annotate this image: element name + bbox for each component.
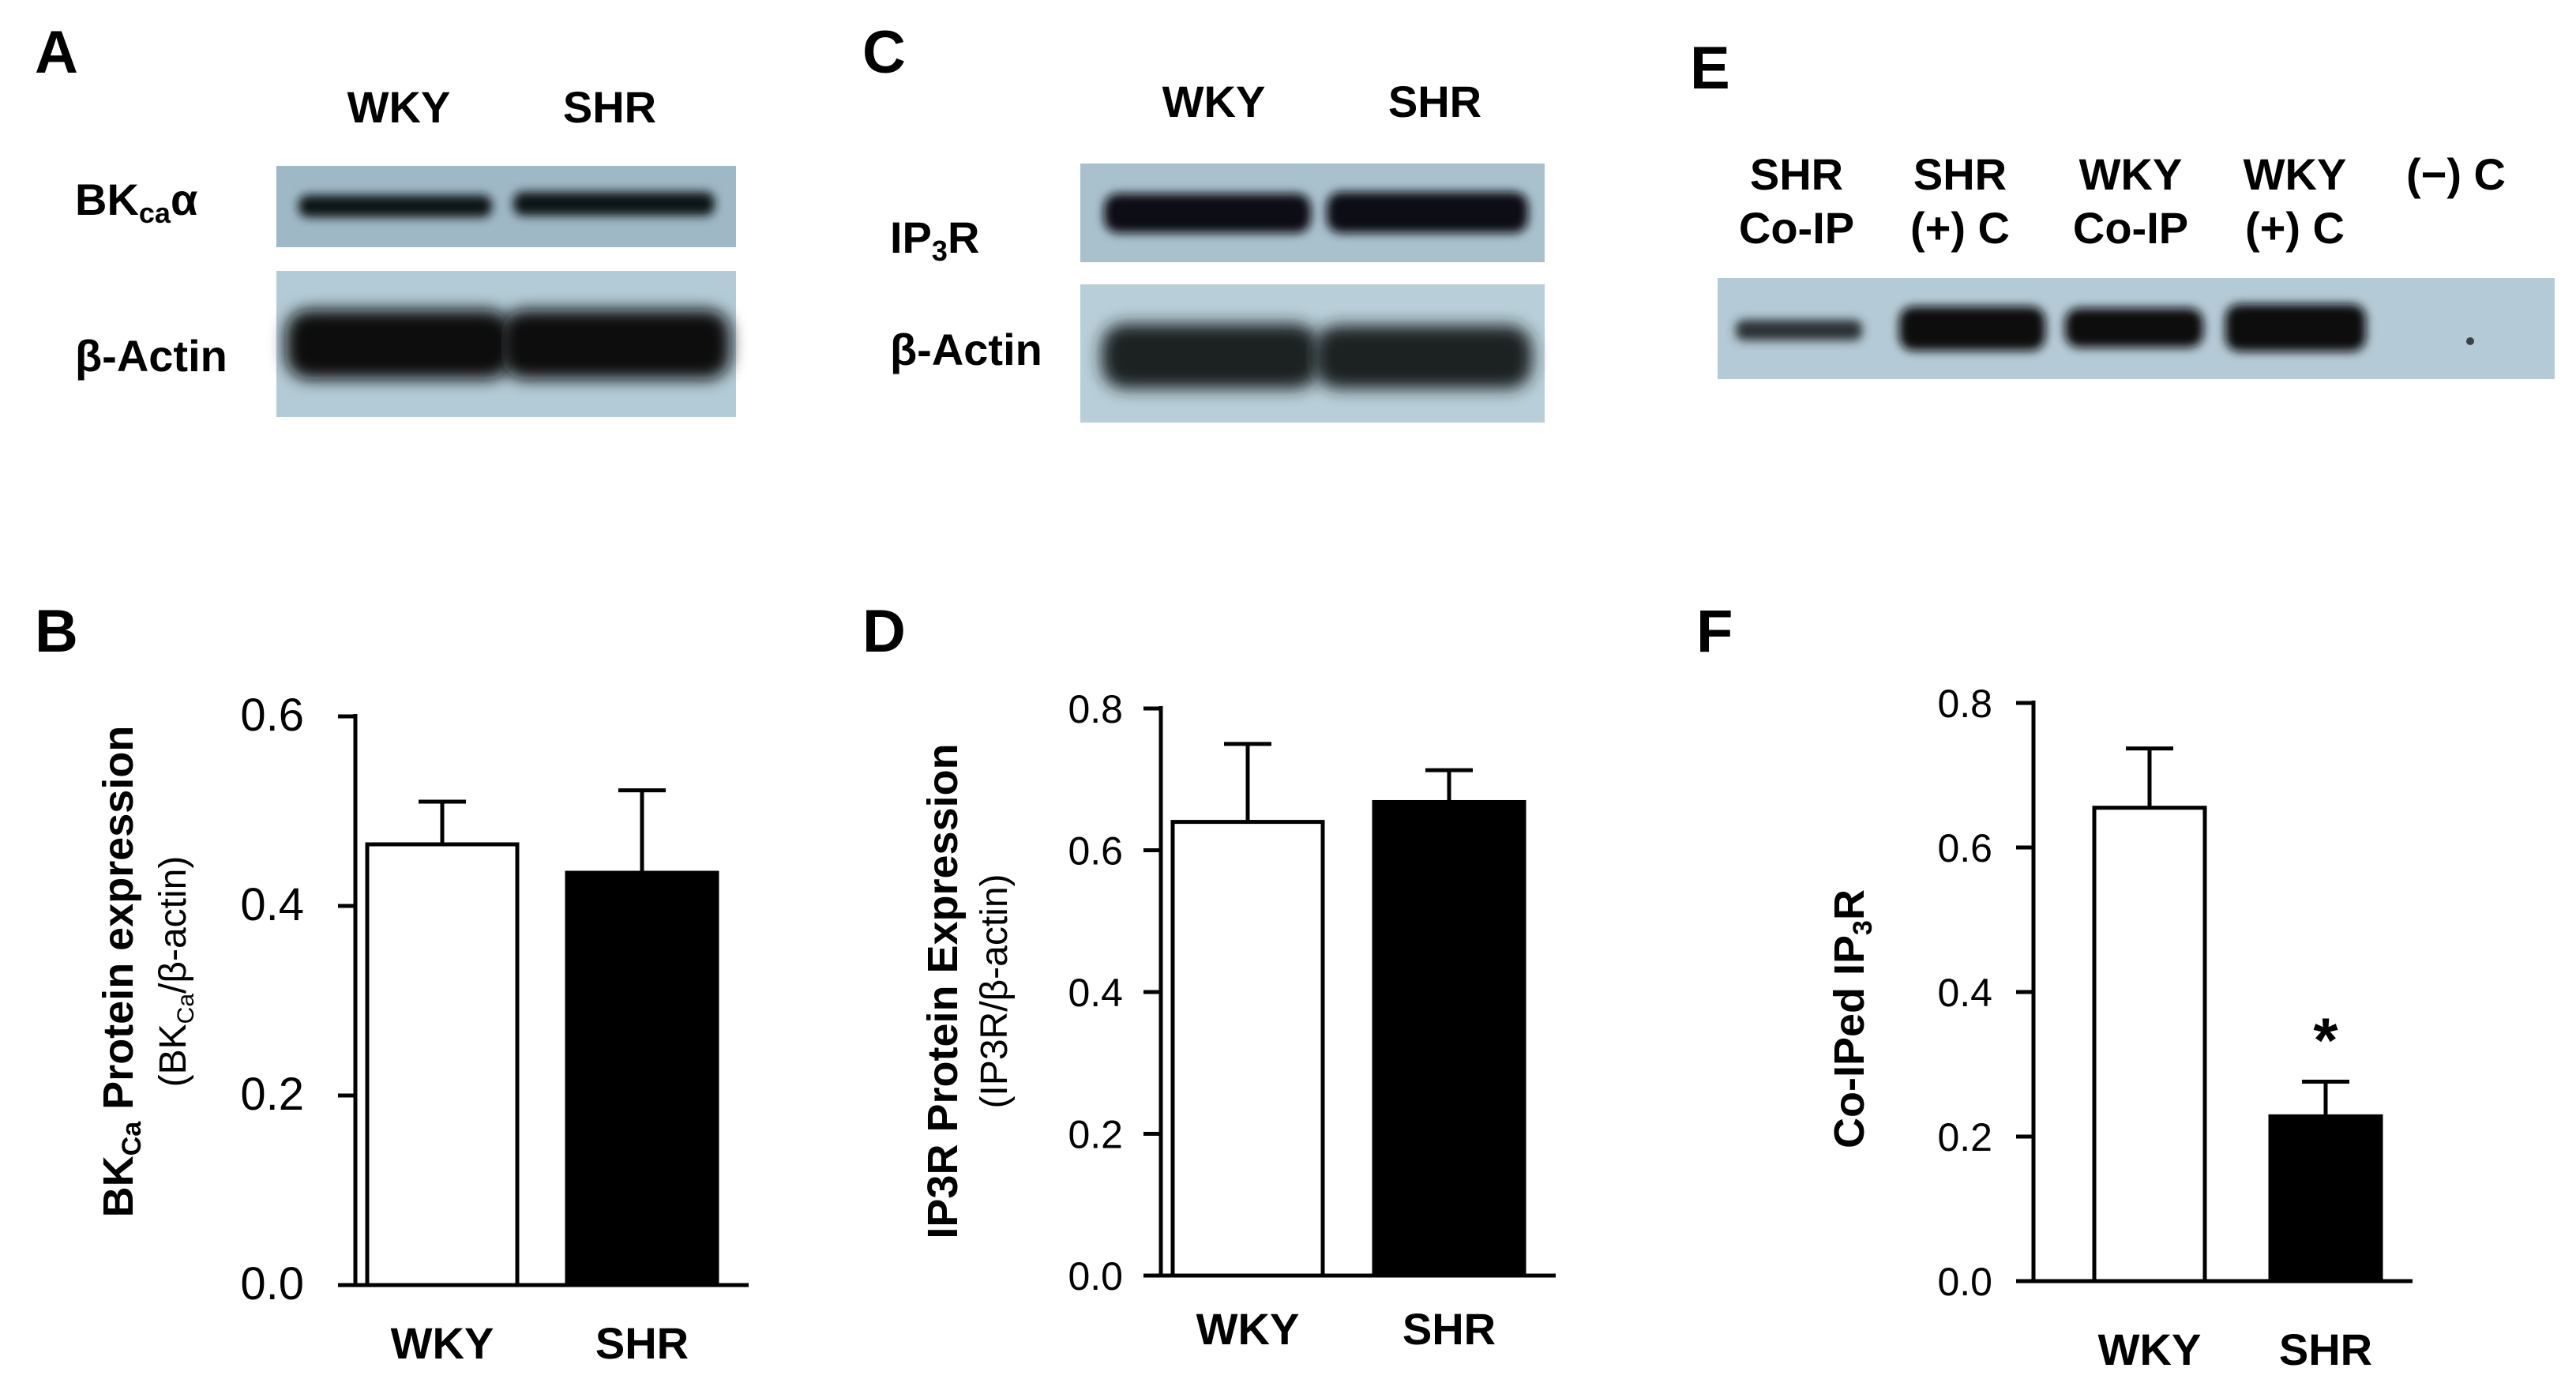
chart-panel-d: D 0.0 0.2 0.4 0.6 0.8 WKY SHR IP3R Protein Expr…	[862, 598, 1556, 1354]
bar-shr	[2268, 1114, 2383, 1283]
y-tick-label: 0.8	[1937, 682, 1992, 726]
bar-wky	[2092, 806, 2207, 1283]
blot-strip-beta-actin-a	[276, 271, 736, 417]
y-axis-label: Co-IPed IP3R	[1826, 889, 1878, 1148]
y-tick-label: 0.8	[1068, 687, 1123, 731]
lane-label-shr-coip: SHR	[1750, 149, 1843, 199]
lane-label-wky-pos: WKY	[2244, 149, 2347, 199]
lane-label-neg-control: (−) C	[2406, 149, 2506, 199]
panel-letter-a: A	[35, 19, 78, 86]
panel-letter-c: C	[862, 19, 906, 86]
blot-label-bkca: BKcaα	[75, 175, 197, 229]
blot-strip-beta-actin-c	[1080, 284, 1545, 423]
x-category-label: WKY	[2098, 1325, 2202, 1374]
blot-strip-bkca	[276, 166, 736, 247]
x-category-label: WKY	[1196, 1304, 1300, 1354]
y-tick-label: 0.0	[1068, 1254, 1123, 1298]
bar-shr	[1372, 799, 1526, 1278]
lane-label-shr-pos: SHR	[1913, 149, 2007, 199]
y-tick-label: 0.0	[240, 1258, 304, 1310]
bar-wky	[365, 842, 520, 1287]
y-tick-label: 0.2	[1937, 1115, 1992, 1159]
y-axis-label: BKCa Protein expression	[95, 726, 147, 1218]
lane-label-wky-coip-line2: Co-IP	[2073, 203, 2188, 253]
lane-label-shr: SHR	[563, 82, 656, 132]
x-category-label: WKY	[391, 1318, 494, 1368]
y-axis-sublabel: (BKCa/β-actin)	[152, 856, 199, 1088]
panel-letter-b: B	[35, 598, 78, 665]
chart-panel-f: F 0.0 0.2 0.4 0.6 0.8 WKY SHR * Co-IPed IP3R	[1696, 598, 2413, 1374]
lane-label-wky: WKY	[1162, 77, 1266, 126]
blot-strip-coip	[1718, 278, 2555, 379]
y-tick-label: 0.4	[240, 879, 304, 930]
blot-label-beta-actin: β-Actin	[75, 331, 227, 381]
lane-label-shr: SHR	[1388, 77, 1481, 126]
y-axis-sublabel: (IP3R/β-actin)	[974, 874, 1016, 1109]
y-tick-label: 0.2	[240, 1069, 304, 1120]
y-tick-label: 0.6	[1068, 829, 1123, 874]
significance-marker: *	[2313, 1005, 2338, 1075]
blot-label-beta-actin: β-Actin	[890, 325, 1042, 374]
panel-letter-e: E	[1690, 35, 1730, 102]
blot-strip-ip3r	[1080, 163, 1545, 262]
y-tick-label: 0.4	[1068, 971, 1123, 1015]
panel-a: A WKY SHR BKcaα β-Actin	[35, 19, 736, 417]
lane-label-wky-coip: WKY	[2079, 149, 2183, 199]
y-tick-label: 0.6	[240, 690, 304, 741]
panel-c: C WKY SHR IP3R β-Actin	[862, 19, 1545, 423]
lane-label-wky-pos-line2: (+) C	[2245, 203, 2345, 253]
lane-label-shr-pos-line2: (+) C	[1910, 203, 2010, 253]
y-tick-label: 0.2	[1068, 1113, 1123, 1157]
faint-band	[2466, 337, 2474, 345]
x-category-label: SHR	[2279, 1325, 2372, 1374]
panel-letter-d: D	[862, 598, 906, 665]
panel-e: E SHR Co-IP SHR (+) C WKY Co-IP WKY (+) …	[1690, 35, 2555, 379]
bar-wky	[1170, 820, 1325, 1278]
y-tick-label: 0.6	[1937, 826, 1992, 870]
y-tick-label: 0.0	[1937, 1260, 1992, 1304]
blot-label-ip3r: IP3R	[890, 212, 979, 267]
lane-label-wky: WKY	[347, 82, 451, 132]
y-tick-label: 0.4	[1937, 971, 1992, 1015]
chart-panel-b: B 0.0 0.2 0.4 0.6 WKY SHR BKCa Protein express…	[35, 598, 749, 1368]
x-category-label: SHR	[595, 1318, 689, 1368]
y-axis-label: IP3R Protein Expression	[919, 743, 967, 1238]
x-category-label: SHR	[1403, 1304, 1496, 1354]
panel-letter-f: F	[1696, 598, 1733, 665]
lane-label-shr-coip-line2: Co-IP	[1739, 203, 1854, 253]
bar-shr	[565, 870, 719, 1287]
